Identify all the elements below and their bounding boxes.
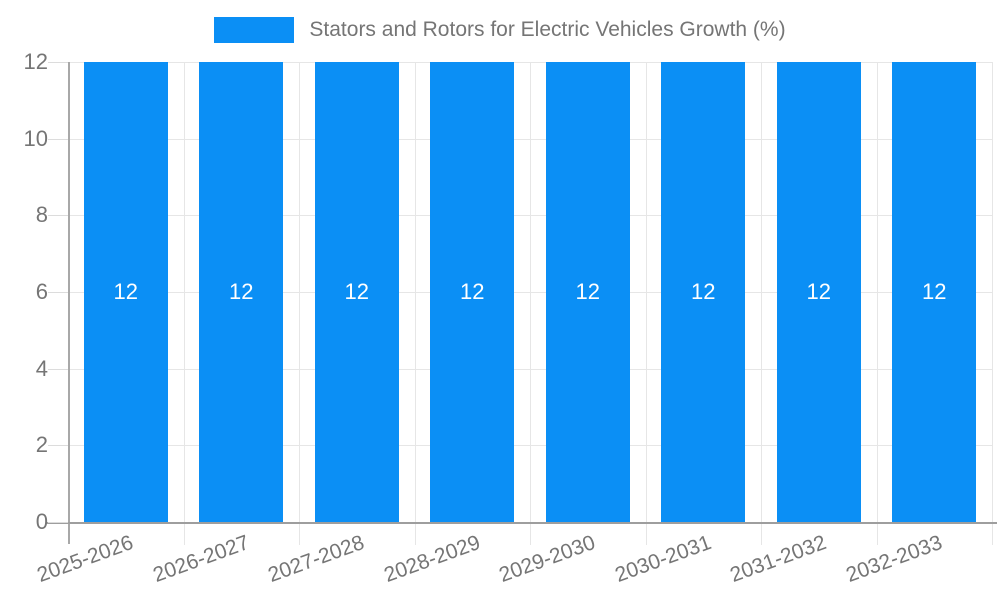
legend: Stators and Rotors for Electric Vehicles…	[0, 17, 1000, 43]
bar-value-label: 12	[575, 279, 600, 304]
plot-area: 12 12 12 12 12 12 12 12	[68, 62, 993, 545]
y-tick-mark	[48, 445, 68, 447]
legend-color-swatch	[214, 17, 295, 43]
y-tick-label: 12	[23, 49, 48, 74]
x-tick-label: 2027-2028	[265, 531, 368, 587]
y-tick-label: 6	[35, 279, 48, 304]
y-tick-label: 8	[35, 202, 48, 228]
bar-value-label: 12	[344, 279, 369, 304]
gridline-v	[876, 62, 878, 545]
bar: 12	[892, 62, 977, 522]
bar-value-label: 12	[806, 279, 831, 304]
x-tick-label: 2026-2027	[149, 531, 253, 587]
x-tick-label: 2028-2029	[380, 531, 484, 587]
x-tick-label: 2030-2031	[611, 531, 715, 587]
bar-value-label: 12	[460, 279, 485, 304]
gridline-v	[645, 62, 647, 545]
gridline-v	[183, 62, 185, 545]
bar: 12	[661, 62, 746, 522]
gridline-v	[299, 62, 300, 545]
gridline-v	[530, 62, 531, 545]
y-tick-label: 10	[23, 125, 48, 151]
gridline-v	[992, 62, 993, 545]
y-tick-label: 4	[35, 355, 48, 381]
y-tick-mark	[48, 62, 68, 63]
x-tick-label: 2025-2026	[34, 531, 137, 587]
bar: 12	[83, 62, 168, 522]
x-tick-label: 2031-2032	[727, 531, 830, 587]
x-axis-line	[46, 522, 997, 524]
bar: 12	[314, 62, 399, 522]
y-tick-mark	[48, 368, 68, 370]
y-tick-mark	[48, 215, 68, 217]
y-tick-mark	[48, 138, 68, 140]
x-tick-label: 2032-2033	[842, 531, 946, 587]
bar-value-label: 12	[229, 279, 254, 304]
y-tick-label: 2	[35, 432, 48, 458]
y-tick-mark	[48, 522, 68, 523]
gridline-v	[761, 62, 762, 545]
bar-value-label: 12	[922, 279, 947, 304]
legend-item[interactable]: Stators and Rotors for Electric Vehicles…	[214, 17, 786, 43]
bar: 12	[430, 62, 515, 522]
x-tick-label: 2029-2030	[496, 531, 599, 587]
y-tick-label: 0	[35, 509, 48, 534]
legend-label: Stators and Rotors for Electric Vehicles…	[309, 18, 786, 41]
y-tick-mark	[48, 292, 68, 293]
bar: 12	[545, 62, 630, 522]
gridline-v	[414, 62, 416, 545]
y-axis-line	[68, 62, 70, 544]
bar-value-label: 12	[691, 279, 716, 304]
bar: 12	[776, 62, 861, 522]
bar-value-label: 12	[113, 279, 138, 304]
bar: 12	[199, 62, 284, 522]
